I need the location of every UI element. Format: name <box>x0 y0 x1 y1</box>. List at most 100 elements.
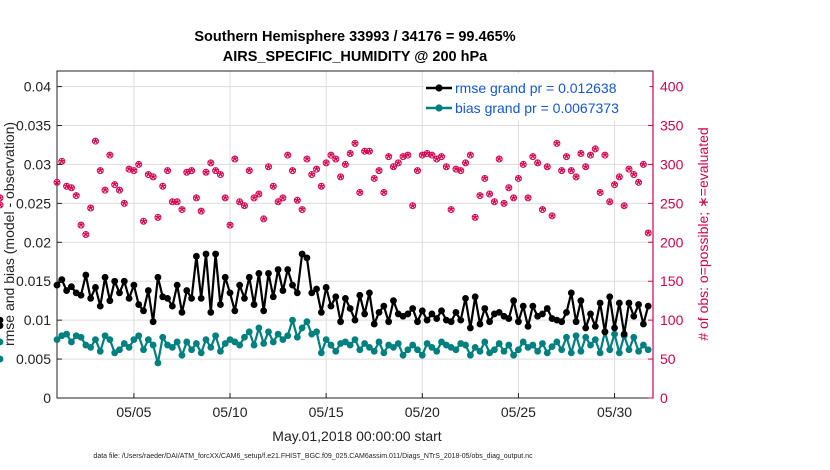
obs-possible-marker <box>538 206 546 214</box>
obs-evaluated-marker: * <box>126 163 132 179</box>
obs-evaluated-marker: * <box>136 158 142 174</box>
rmse-marker <box>289 281 296 289</box>
chart-title: Southern Hemisphere 33993 / 34176 = 99.4… <box>194 29 515 45</box>
obs-evaluated-marker: * <box>501 197 507 213</box>
obs-evaluated-marker: * <box>573 170 579 186</box>
legend: rmse grand pr = 0.012638 bias grand pr =… <box>424 73 650 121</box>
obs-evaluated-marker: * <box>453 163 459 179</box>
obs-evaluated-marker: * <box>78 219 84 235</box>
obs-evaluated-marker: * <box>564 150 570 166</box>
rmse-marker <box>510 297 518 305</box>
obs-possible-marker <box>0 201 4 209</box>
obs-evaluated-marker: * <box>496 153 502 169</box>
obs-possible-marker <box>236 198 244 206</box>
obs-count-series: *** * ********* *** * *** ***** * ** ***** * ***** *… <box>0 135 652 244</box>
obs-evaluated-marker: * <box>69 181 75 197</box>
rmse-marker <box>625 299 633 307</box>
obs-evaluated-marker: * <box>222 191 228 207</box>
obs-evaluated-marker: * <box>203 166 209 182</box>
obs-possible-marker <box>303 155 311 163</box>
obs-possible-marker <box>481 174 489 182</box>
bias-marker <box>101 332 109 340</box>
obs-possible-marker <box>245 167 253 175</box>
rmse-marker <box>168 302 176 310</box>
bias-marker <box>543 349 551 357</box>
obs-evaluated-marker: * <box>0 198 3 214</box>
rmse-marker <box>120 277 128 285</box>
x-tick-label: 05/15 <box>309 404 344 420</box>
obs-evaluated-marker: * <box>237 195 243 211</box>
bias-marker <box>548 343 556 351</box>
obs-evaluated-marker: * <box>362 145 368 161</box>
obs-evaluated-marker: * <box>64 180 70 196</box>
bias-marker <box>471 343 479 351</box>
rmse-line <box>56 252 650 336</box>
rmse-marker <box>250 301 258 308</box>
bias-marker <box>572 332 580 340</box>
rmse-marker <box>486 318 493 326</box>
bias-marker <box>207 343 215 351</box>
obs-evaluated-marker: * <box>391 160 397 176</box>
obs-evaluated-marker: * <box>160 180 166 196</box>
obs-possible-marker <box>625 165 633 173</box>
obs-possible-marker <box>207 159 215 167</box>
rmse-marker <box>236 281 244 289</box>
rmse-marker <box>0 322 4 329</box>
obs-possible-marker <box>385 153 393 161</box>
obs-possible-marker <box>606 198 614 206</box>
obs-evaluated-marker: * <box>626 163 632 179</box>
obs-evaluated-marker: * <box>179 203 185 219</box>
obs-possible-marker <box>423 150 431 158</box>
obs-possible-marker <box>313 165 321 173</box>
obs-possible-marker <box>308 171 316 179</box>
y-left-tick-label: 0.025 <box>16 195 51 211</box>
rmse-marker <box>96 302 104 310</box>
bias-marker <box>212 332 220 340</box>
rmse-marker <box>587 310 594 318</box>
obs-evaluated-marker: * <box>607 195 613 211</box>
obs-evaluated-marker: * <box>597 186 603 202</box>
bias-marker <box>452 346 460 354</box>
obs-possible-marker <box>120 199 128 207</box>
rmse-marker <box>63 287 71 294</box>
bias-marker <box>202 336 210 344</box>
rmse-marker <box>567 289 575 297</box>
obs-possible-marker <box>587 151 595 159</box>
obs-evaluated-marker: * <box>520 158 526 174</box>
bias-marker <box>265 328 272 336</box>
rmse-marker <box>116 289 123 297</box>
obs-evaluated-marker: * <box>525 191 531 207</box>
obs-evaluated-marker: * <box>194 191 200 207</box>
obs-possible-marker <box>135 160 143 168</box>
rmse-marker <box>601 328 609 336</box>
y-left-tick-label: 0.01 <box>24 312 51 328</box>
rmse-marker <box>197 294 205 302</box>
legend-rmse-label: rmse grand pr = 0.012638 <box>455 80 617 96</box>
bias-marker <box>361 340 369 347</box>
obs-evaluated-marker: * <box>602 149 608 165</box>
y-right-tick-label: 50 <box>660 351 676 367</box>
rmse-marker <box>260 307 268 315</box>
obs-evaluated-marker: * <box>122 197 128 213</box>
obs-possible-marker <box>553 139 561 147</box>
bias-marker <box>404 346 412 354</box>
rmse-marker <box>471 293 479 301</box>
rmse-marker <box>591 322 599 330</box>
bias-marker <box>558 346 566 354</box>
obs-possible-marker <box>168 198 176 206</box>
bias-marker <box>433 347 441 355</box>
rmse-marker <box>183 287 191 294</box>
bias-marker <box>274 330 282 338</box>
obs-evaluated-marker: * <box>102 184 108 200</box>
rmse-marker <box>154 273 162 281</box>
obs-evaluated-marker: * <box>251 191 257 207</box>
obs-evaluated-marker: * <box>328 149 334 165</box>
bias-marker <box>116 346 123 354</box>
rmse-marker <box>639 320 647 328</box>
bias-marker <box>553 338 561 346</box>
rmse-marker <box>269 293 277 301</box>
obs-evaluated-marker: * <box>405 149 411 165</box>
obs-evaluated-marker: * <box>107 149 113 165</box>
rmse-marker <box>274 266 282 273</box>
rmse-marker <box>125 294 133 302</box>
